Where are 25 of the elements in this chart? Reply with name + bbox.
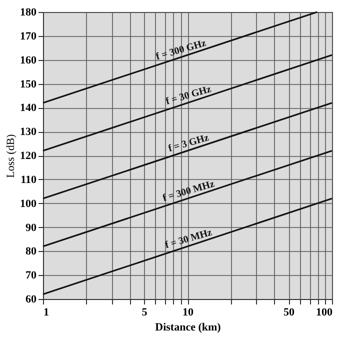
y-axis-title: Loss (dB) (5, 134, 17, 178)
y-tick-label: 160 (20, 54, 37, 66)
y-tick-label: 120 (20, 150, 37, 162)
text: f = 3 GHz (167, 132, 211, 155)
y-tick-label: 70 (26, 270, 37, 282)
y-tick-label: 130 (20, 126, 37, 138)
x-tick-label: 5 (142, 306, 148, 318)
text: f = 300 GHz (154, 38, 208, 63)
y-tick-label: 180 (20, 6, 37, 18)
x-tick-label: 100 (316, 306, 333, 318)
y-tick-label: 80 (26, 246, 37, 258)
y-tick-label: 140 (20, 102, 37, 114)
y-tick-label: 100 (20, 198, 37, 210)
text: f = 30 MHz (164, 227, 214, 252)
text: f = 300 MHz (162, 178, 216, 204)
x-tick-label: 50 (284, 306, 295, 318)
y-tick-label: 110 (20, 174, 37, 186)
x-axis-title: Distance (km) (155, 322, 222, 334)
text: f = 30 GHz (164, 84, 214, 108)
y-tick-label: 60 (26, 294, 37, 306)
y-tick-label: 90 (26, 222, 37, 234)
x-tick-label: 1 (44, 306, 49, 318)
y-tick-label: 170 (20, 30, 37, 42)
y-tick-label: 150 (20, 78, 37, 90)
x-tick-label: 10 (182, 306, 194, 318)
